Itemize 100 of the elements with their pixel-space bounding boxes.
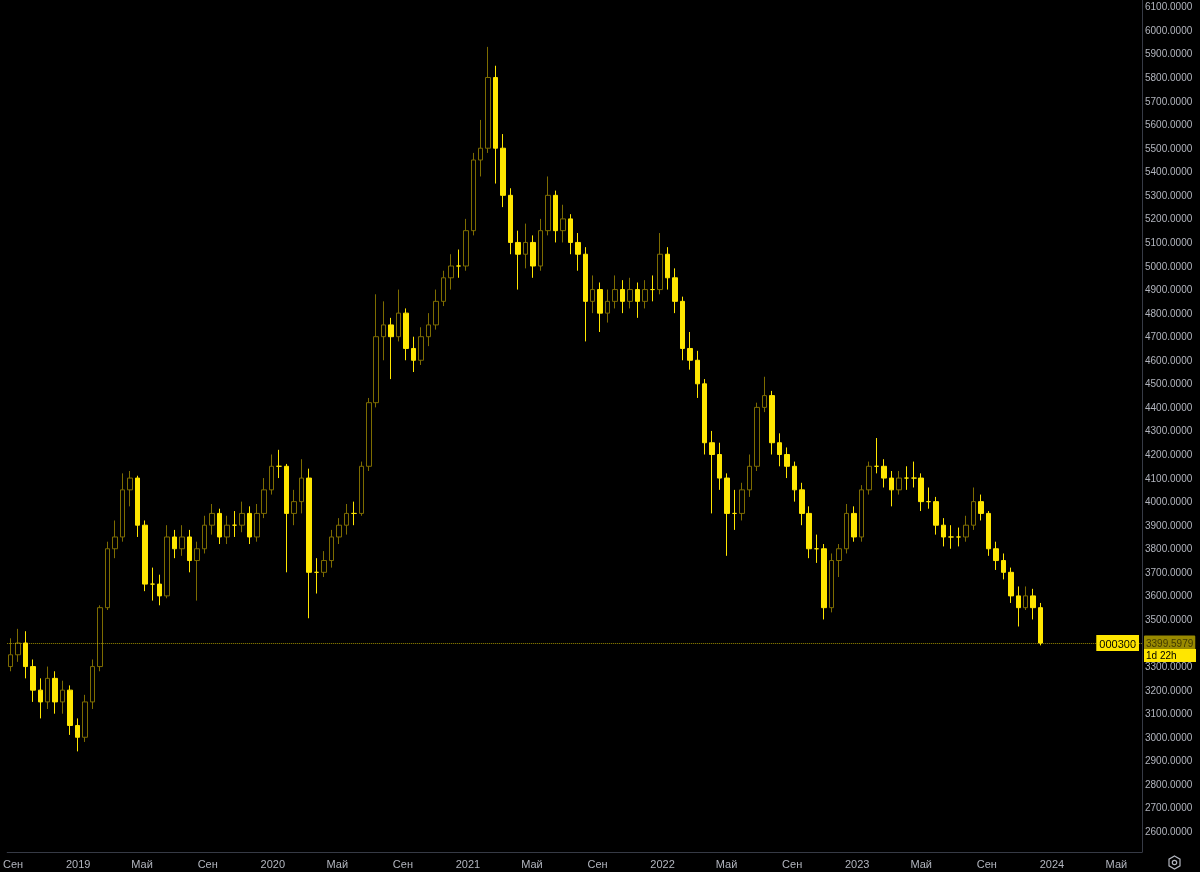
candlestick [747, 454, 752, 498]
candlestick [500, 133, 506, 208]
candlestick [821, 543, 827, 620]
candlestick [179, 524, 185, 557]
candlestick [157, 574, 162, 606]
candlestick [433, 289, 439, 331]
y-tick-label: 5300.0000 [1145, 189, 1193, 201]
candlestick [463, 218, 469, 272]
y-tick-label: 3600.0000 [1145, 590, 1193, 602]
candlestick [657, 232, 663, 295]
y-tick-label: 5700.0000 [1145, 95, 1193, 107]
candlestick [359, 461, 364, 517]
y-tick-label: 2600.0000 [1145, 826, 1193, 837]
candlestick [926, 487, 931, 510]
candlestick [1008, 567, 1014, 604]
candlestick [1023, 585, 1028, 611]
candlestick [978, 494, 984, 521]
y-tick-label: 5100.0000 [1145, 236, 1193, 248]
candlestick [15, 628, 21, 663]
candlestick [388, 317, 394, 380]
candlestick [403, 307, 409, 361]
candlestick [963, 515, 969, 543]
candlestick [38, 677, 43, 719]
y-tick-label: 2800.0000 [1145, 778, 1193, 790]
candlestick [67, 684, 73, 736]
candlestick [665, 246, 670, 291]
candlestick [732, 489, 737, 531]
candlestick [568, 213, 573, 255]
y-tick-label: 5900.0000 [1145, 48, 1193, 60]
candlestick [1038, 602, 1043, 646]
x-tick-label: Сен [587, 857, 608, 870]
candlestick [523, 223, 528, 269]
candlestick [381, 300, 386, 361]
y-tick-label: 5800.0000 [1145, 72, 1193, 84]
candlestick [769, 390, 775, 456]
candlestick [515, 230, 521, 291]
candlestick [1030, 588, 1036, 620]
y-tick-label: 5500.0000 [1145, 142, 1193, 154]
y-tick-label: 4500.0000 [1145, 378, 1193, 390]
candlestick [187, 529, 192, 573]
x-tick-label: 2024 [1039, 857, 1065, 870]
y-tick-label: 5000.0000 [1145, 260, 1193, 272]
candlestick [97, 604, 103, 672]
candlestick [299, 458, 304, 514]
candlestick [209, 503, 215, 536]
candlestick [948, 524, 954, 550]
x-tick-label: Сен [392, 857, 413, 870]
x-tick-label: 2020 [260, 857, 286, 870]
candlestick [553, 190, 558, 243]
candlestick [224, 515, 230, 545]
candlestick [874, 437, 879, 474]
candlestick [90, 659, 95, 710]
candlestick [172, 529, 177, 559]
candlestick [971, 487, 976, 531]
y-tick-label: 3500.0000 [1145, 613, 1193, 625]
candlestick [30, 659, 36, 703]
y-tick-label: 4200.0000 [1145, 449, 1193, 461]
candlestick [306, 468, 312, 619]
candlestick [127, 470, 133, 507]
candlestick [291, 489, 297, 526]
candlestick [418, 326, 424, 366]
x-tick-label: Май [521, 857, 543, 870]
candlestick [351, 501, 357, 526]
candlestick [276, 449, 282, 479]
candlestick [396, 289, 401, 342]
candlestick [478, 119, 483, 177]
candlestick [575, 232, 581, 272]
candlestick [530, 234, 536, 279]
candlestick [247, 505, 252, 545]
candlestick [993, 541, 999, 571]
candlestick [724, 472, 730, 557]
x-tick-label: Сен [3, 857, 24, 870]
candlestick [344, 503, 349, 536]
candlestick [45, 666, 50, 710]
candlestick [239, 501, 245, 533]
candlestick [851, 505, 857, 543]
candlestick [672, 267, 678, 314]
y-tick-label: 4100.0000 [1145, 472, 1193, 484]
candlestick [986, 510, 991, 557]
candlestick [597, 282, 603, 333]
y-tick-label: 4300.0000 [1145, 425, 1193, 437]
candlestick [762, 376, 767, 413]
candlestick [866, 461, 872, 496]
candlestick [1016, 585, 1021, 628]
x-tick-label: Сен [782, 857, 803, 870]
text: 1d 22h [1146, 649, 1177, 661]
candlestick [889, 470, 894, 507]
candlestick [336, 517, 342, 545]
y-tick-label: 5400.0000 [1145, 166, 1193, 178]
candlestick [545, 175, 551, 236]
candlestick [612, 274, 618, 309]
candlestick [426, 312, 431, 347]
candlestick [956, 527, 961, 547]
candlestick [150, 567, 155, 602]
y-tick-label: 5200.0000 [1145, 213, 1193, 225]
y-tick-label: 3000.0000 [1145, 731, 1193, 743]
candlestick [1001, 552, 1006, 580]
candlestick [627, 277, 633, 309]
y-tick-label: 3300.0000 [1145, 661, 1193, 673]
candlestick [844, 503, 849, 554]
